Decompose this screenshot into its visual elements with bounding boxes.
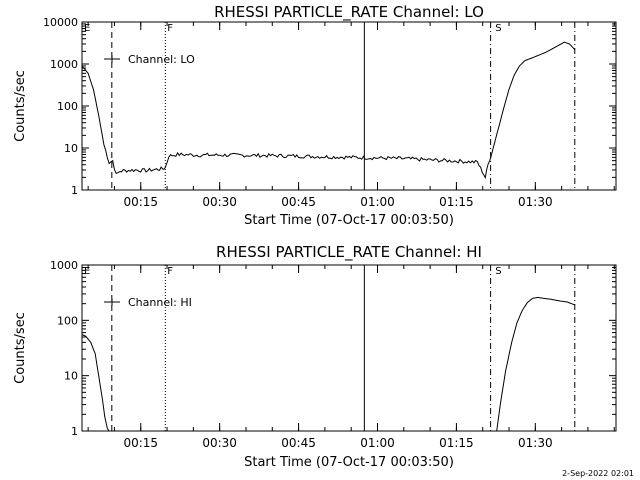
panel-lo-xtick-label: 01:00: [360, 195, 395, 209]
panel-lo-xtick-label: 01:30: [518, 195, 553, 209]
panel-hi-marker-label: S: [495, 266, 501, 277]
panel-hi-title: RHESSI PARTICLE_RATE Channel: HI: [216, 243, 482, 262]
panel-hi-series-line: [496, 296, 575, 432]
panel-lo-title: RHESSI PARTICLE_RATE Channel: LO: [214, 3, 484, 22]
panel-lo-legend-label: Channel: LO: [128, 53, 195, 66]
panel-hi-ytick-label: 10: [64, 370, 78, 383]
panel-lo-xlabel: Start Time (07-Oct-17 00:03:50): [244, 213, 454, 228]
panel-hi-xtick-label: 01:00: [360, 436, 395, 450]
panel-lo-ytick-label: 100: [57, 100, 78, 113]
panel-lo-xtick-label: 00:45: [281, 195, 316, 209]
panel-hi-marker-label: F: [167, 266, 173, 277]
panel-lo-ylabel: Counts/sec: [13, 70, 28, 142]
panel-hi-ytick-label: 1: [71, 425, 78, 438]
panel-lo-marker-label: F: [167, 23, 173, 34]
panel-hi-xtick-label: 00:15: [123, 436, 158, 450]
panel-hi-marker-label: E: [84, 266, 90, 277]
panel-lo-marker-label: S: [495, 23, 501, 34]
panel-hi-ylabel: Counts/sec: [13, 312, 28, 384]
panel-lo-marker-label: E: [84, 23, 90, 34]
panel-hi-xtick-label: 01:30: [518, 436, 553, 450]
panel-hi-xlabel: Start Time (07-Oct-17 00:03:50): [244, 455, 454, 470]
panel-hi-legend-label: Channel: HI: [128, 296, 192, 309]
panel-lo-ytick-label: 10000: [43, 16, 78, 29]
panel-hi-series-line: [81, 334, 110, 432]
panel-lo-ytick-label: 10: [64, 142, 78, 155]
panel-hi-frame: [81, 264, 617, 432]
panel-lo-ytick-label: 1000: [50, 58, 78, 71]
panel-lo-series-line: [81, 41, 576, 180]
panel-lo-frame: [81, 21, 617, 191]
panel-hi-xtick-label: 00:45: [281, 436, 316, 450]
panel-hi-xtick-label: 00:30: [202, 436, 237, 450]
panel-lo-xtick-label: 01:15: [439, 195, 474, 209]
plot-timestamp: 2-Sep-2022 02:01: [562, 469, 634, 478]
panel-hi-xtick-label: 01:15: [439, 436, 474, 450]
panel-lo-xtick-label: 00:30: [202, 195, 237, 209]
panel-lo-xtick-label: 00:15: [123, 195, 158, 209]
panel-hi-ytick-label: 100: [57, 314, 78, 327]
panel-lo-ytick-label: 1: [71, 184, 78, 197]
panel-hi-ytick-label: 1000: [50, 259, 78, 272]
